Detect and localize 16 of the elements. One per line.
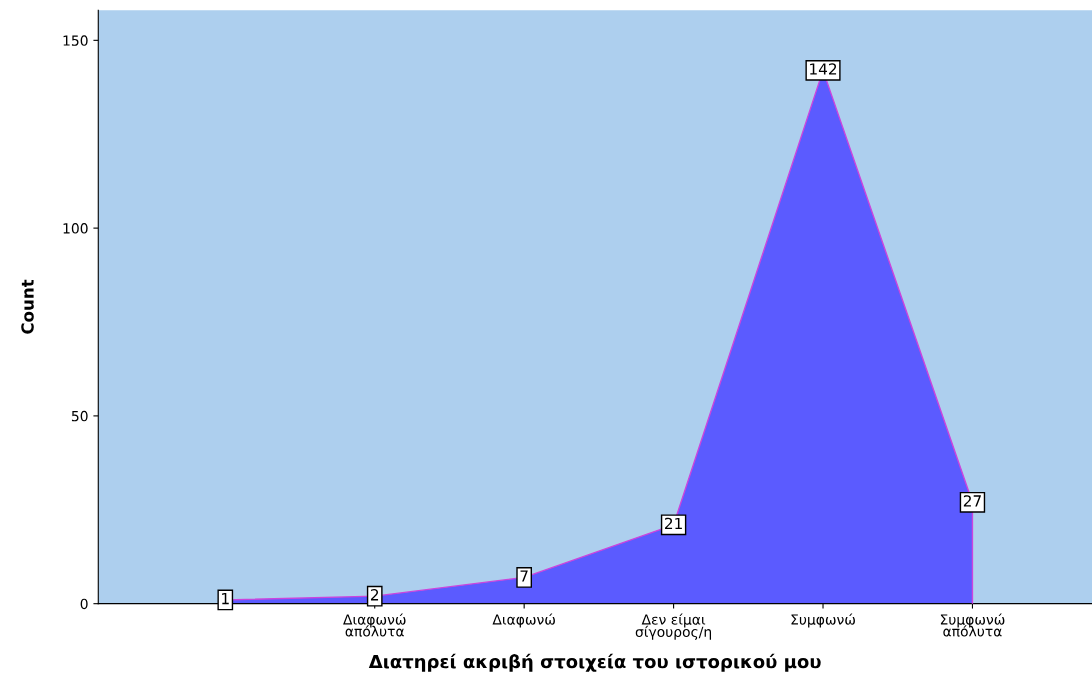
data-label: 7	[520, 570, 528, 582]
x-tick-label: Συμφωνώ	[791, 613, 855, 628]
data-label: 1	[222, 593, 229, 605]
y-tick-label: 100	[63, 223, 88, 234]
y-tick-label: 0	[80, 598, 88, 610]
y-tick-label: 50	[71, 410, 88, 422]
x-tick-label: Συμφωνώ απόλυτα	[940, 613, 1005, 637]
x-tick-label: Διαφωνώ	[492, 613, 555, 628]
x-tick-label: Δεν είμαι σίγουρος/η	[635, 613, 712, 640]
y-axis-title: Count	[21, 279, 34, 334]
x-axis-title: Διατηρεί ακριβή στοιχεία του ιστορικού μου	[368, 653, 821, 672]
data-label: 2	[370, 589, 379, 601]
data-label: 27	[963, 495, 981, 507]
data-label: 21	[664, 517, 682, 530]
y-tick-label: 150	[63, 35, 88, 46]
x-tick-label: Διαφωνώ απόλυτα	[343, 613, 406, 637]
